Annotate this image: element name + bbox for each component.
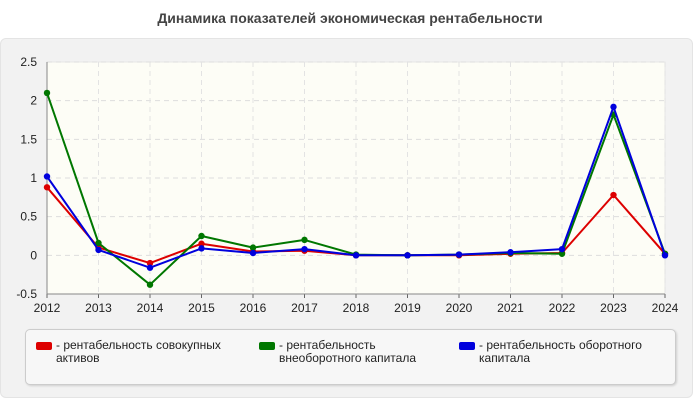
series-3-point [455, 251, 463, 258]
chart-legend: - рентабельность совокупных активов - ре… [25, 329, 676, 385]
x-tick-label: 2015 [188, 301, 215, 315]
x-tick-label: 2019 [394, 301, 421, 315]
series-3-point [558, 245, 566, 253]
chart-title: Динамика показателей экономическая рента… [157, 10, 543, 26]
series-3-point [95, 246, 102, 254]
x-tick-label: 2023 [600, 301, 627, 315]
legend-item-series-2[interactable]: - рентабельность внеоборотного капитала [259, 339, 416, 365]
series-3-point [352, 252, 360, 259]
series-3-point [610, 103, 617, 111]
series-2-point [558, 250, 566, 257]
y-tick-label: 0 [30, 248, 37, 262]
series-2-point [301, 236, 308, 244]
x-tick-label: 2020 [446, 301, 473, 315]
legend-swatch-series-2 [259, 342, 275, 350]
legend-label-series-1: - рентабельность совокупных активов [56, 338, 221, 365]
series-1-point [43, 184, 51, 191]
series-3-point [404, 252, 411, 259]
x-tick-label: 2024 [652, 301, 679, 315]
series-1-point [610, 191, 617, 199]
legend-item-series-3[interactable]: - рентабельность оборотного капитала [459, 339, 642, 365]
y-tick-label: 2.5 [20, 55, 37, 69]
series-3-point [301, 245, 308, 253]
x-tick-label: 2018 [343, 301, 370, 315]
x-tick-label: 2012 [34, 301, 61, 315]
series-3-point [507, 249, 514, 256]
y-tick-label: 0.5 [20, 210, 37, 224]
series-2-point [249, 244, 257, 251]
series-1-point [198, 240, 205, 247]
legend-swatch-series-3 [459, 342, 475, 350]
y-tick-label: -0.5 [16, 287, 37, 301]
series-2-point [198, 232, 205, 240]
legend-label-series-3: - рентабельность оборотного капитала [479, 338, 642, 365]
x-tick-label: 2017 [291, 301, 318, 315]
y-tick-label: 1 [30, 171, 37, 185]
x-tick-label: 2013 [85, 301, 112, 315]
series-1-point [146, 259, 154, 267]
series-3-point [661, 252, 669, 259]
legend-item-series-1[interactable]: - рентабельность совокупных активов [36, 339, 221, 365]
series-3-point [249, 249, 257, 257]
x-tick-label: 2014 [137, 301, 164, 315]
series-2-point [43, 89, 51, 97]
series-2-point [146, 281, 154, 288]
x-tick-label: 2021 [497, 301, 524, 315]
legend-label-series-2: - рентабельность внеоборотного капитала [279, 338, 416, 365]
x-tick-label: 2016 [240, 301, 267, 315]
series-3-point [198, 245, 205, 252]
series-3-point [43, 173, 51, 180]
series-3-point [146, 264, 154, 271]
x-tick-label: 2022 [549, 301, 576, 315]
y-tick-label: 1.5 [20, 132, 37, 146]
y-tick-label: 2 [30, 94, 37, 108]
legend-swatch-series-1 [36, 342, 52, 350]
series-2-point [95, 239, 102, 247]
